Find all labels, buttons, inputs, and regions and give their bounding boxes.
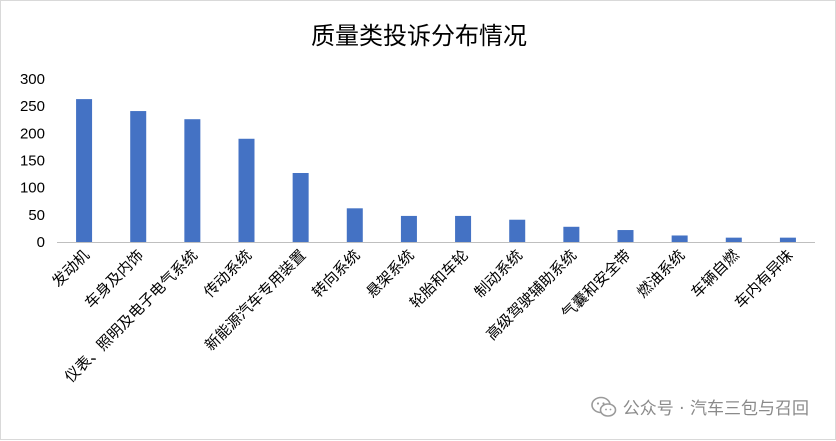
- bar: [292, 172, 309, 242]
- bar: [509, 219, 526, 242]
- bar: [779, 237, 796, 242]
- bar: [346, 208, 363, 242]
- bar: [130, 111, 147, 242]
- chart-title: 质量类投诉分布情况: [311, 22, 527, 50]
- bar: [400, 215, 417, 242]
- y-tick-label: 0: [37, 234, 45, 251]
- x-tick-label: 高级驾驶辅助系统: [483, 246, 581, 344]
- x-tick-label: 传动系统: [200, 246, 255, 301]
- y-tick-label: 250: [20, 98, 45, 115]
- wechat-icon: [590, 396, 617, 417]
- x-tick-label: 发动机: [48, 246, 93, 291]
- x-axis-labels: 发动机车身及内饰仪表、照明及电子电气系统传动系统新能源汽车专用装置转向系统悬架系…: [48, 246, 796, 386]
- y-tick-label: 150: [20, 153, 45, 170]
- bar: [563, 226, 580, 242]
- x-tick-label: 悬架系统: [363, 246, 418, 301]
- y-tick-label: 200: [20, 125, 45, 142]
- y-tick-label: 300: [20, 71, 45, 88]
- x-tick-label: 新能源汽车专用装置: [201, 246, 309, 354]
- bars: [76, 99, 796, 242]
- x-tick-label: 燃油系统: [633, 246, 688, 301]
- watermark: 公众号 · 汽车三包与召回: [590, 394, 809, 419]
- bar: [725, 237, 742, 242]
- x-tick-label: 转向系统: [308, 246, 363, 301]
- bar: [238, 138, 255, 242]
- y-axis-ticks: 0 50 100 150 200 250 300: [20, 71, 45, 251]
- bar: [617, 230, 634, 242]
- bar: [671, 235, 688, 242]
- x-tick-label: 轮胎和车轮: [406, 246, 472, 312]
- x-tick-label: 车辆自燃: [687, 246, 742, 301]
- bar: [184, 119, 201, 242]
- bar: [76, 99, 93, 242]
- x-tick-label: 车内有异味: [731, 246, 797, 312]
- watermark-text: 公众号 · 汽车三包与召回: [622, 399, 809, 419]
- y-tick-label: 50: [28, 207, 45, 224]
- y-tick-label: 100: [20, 180, 45, 197]
- bar: [455, 215, 472, 242]
- x-tick-label: 制动系统: [471, 246, 526, 301]
